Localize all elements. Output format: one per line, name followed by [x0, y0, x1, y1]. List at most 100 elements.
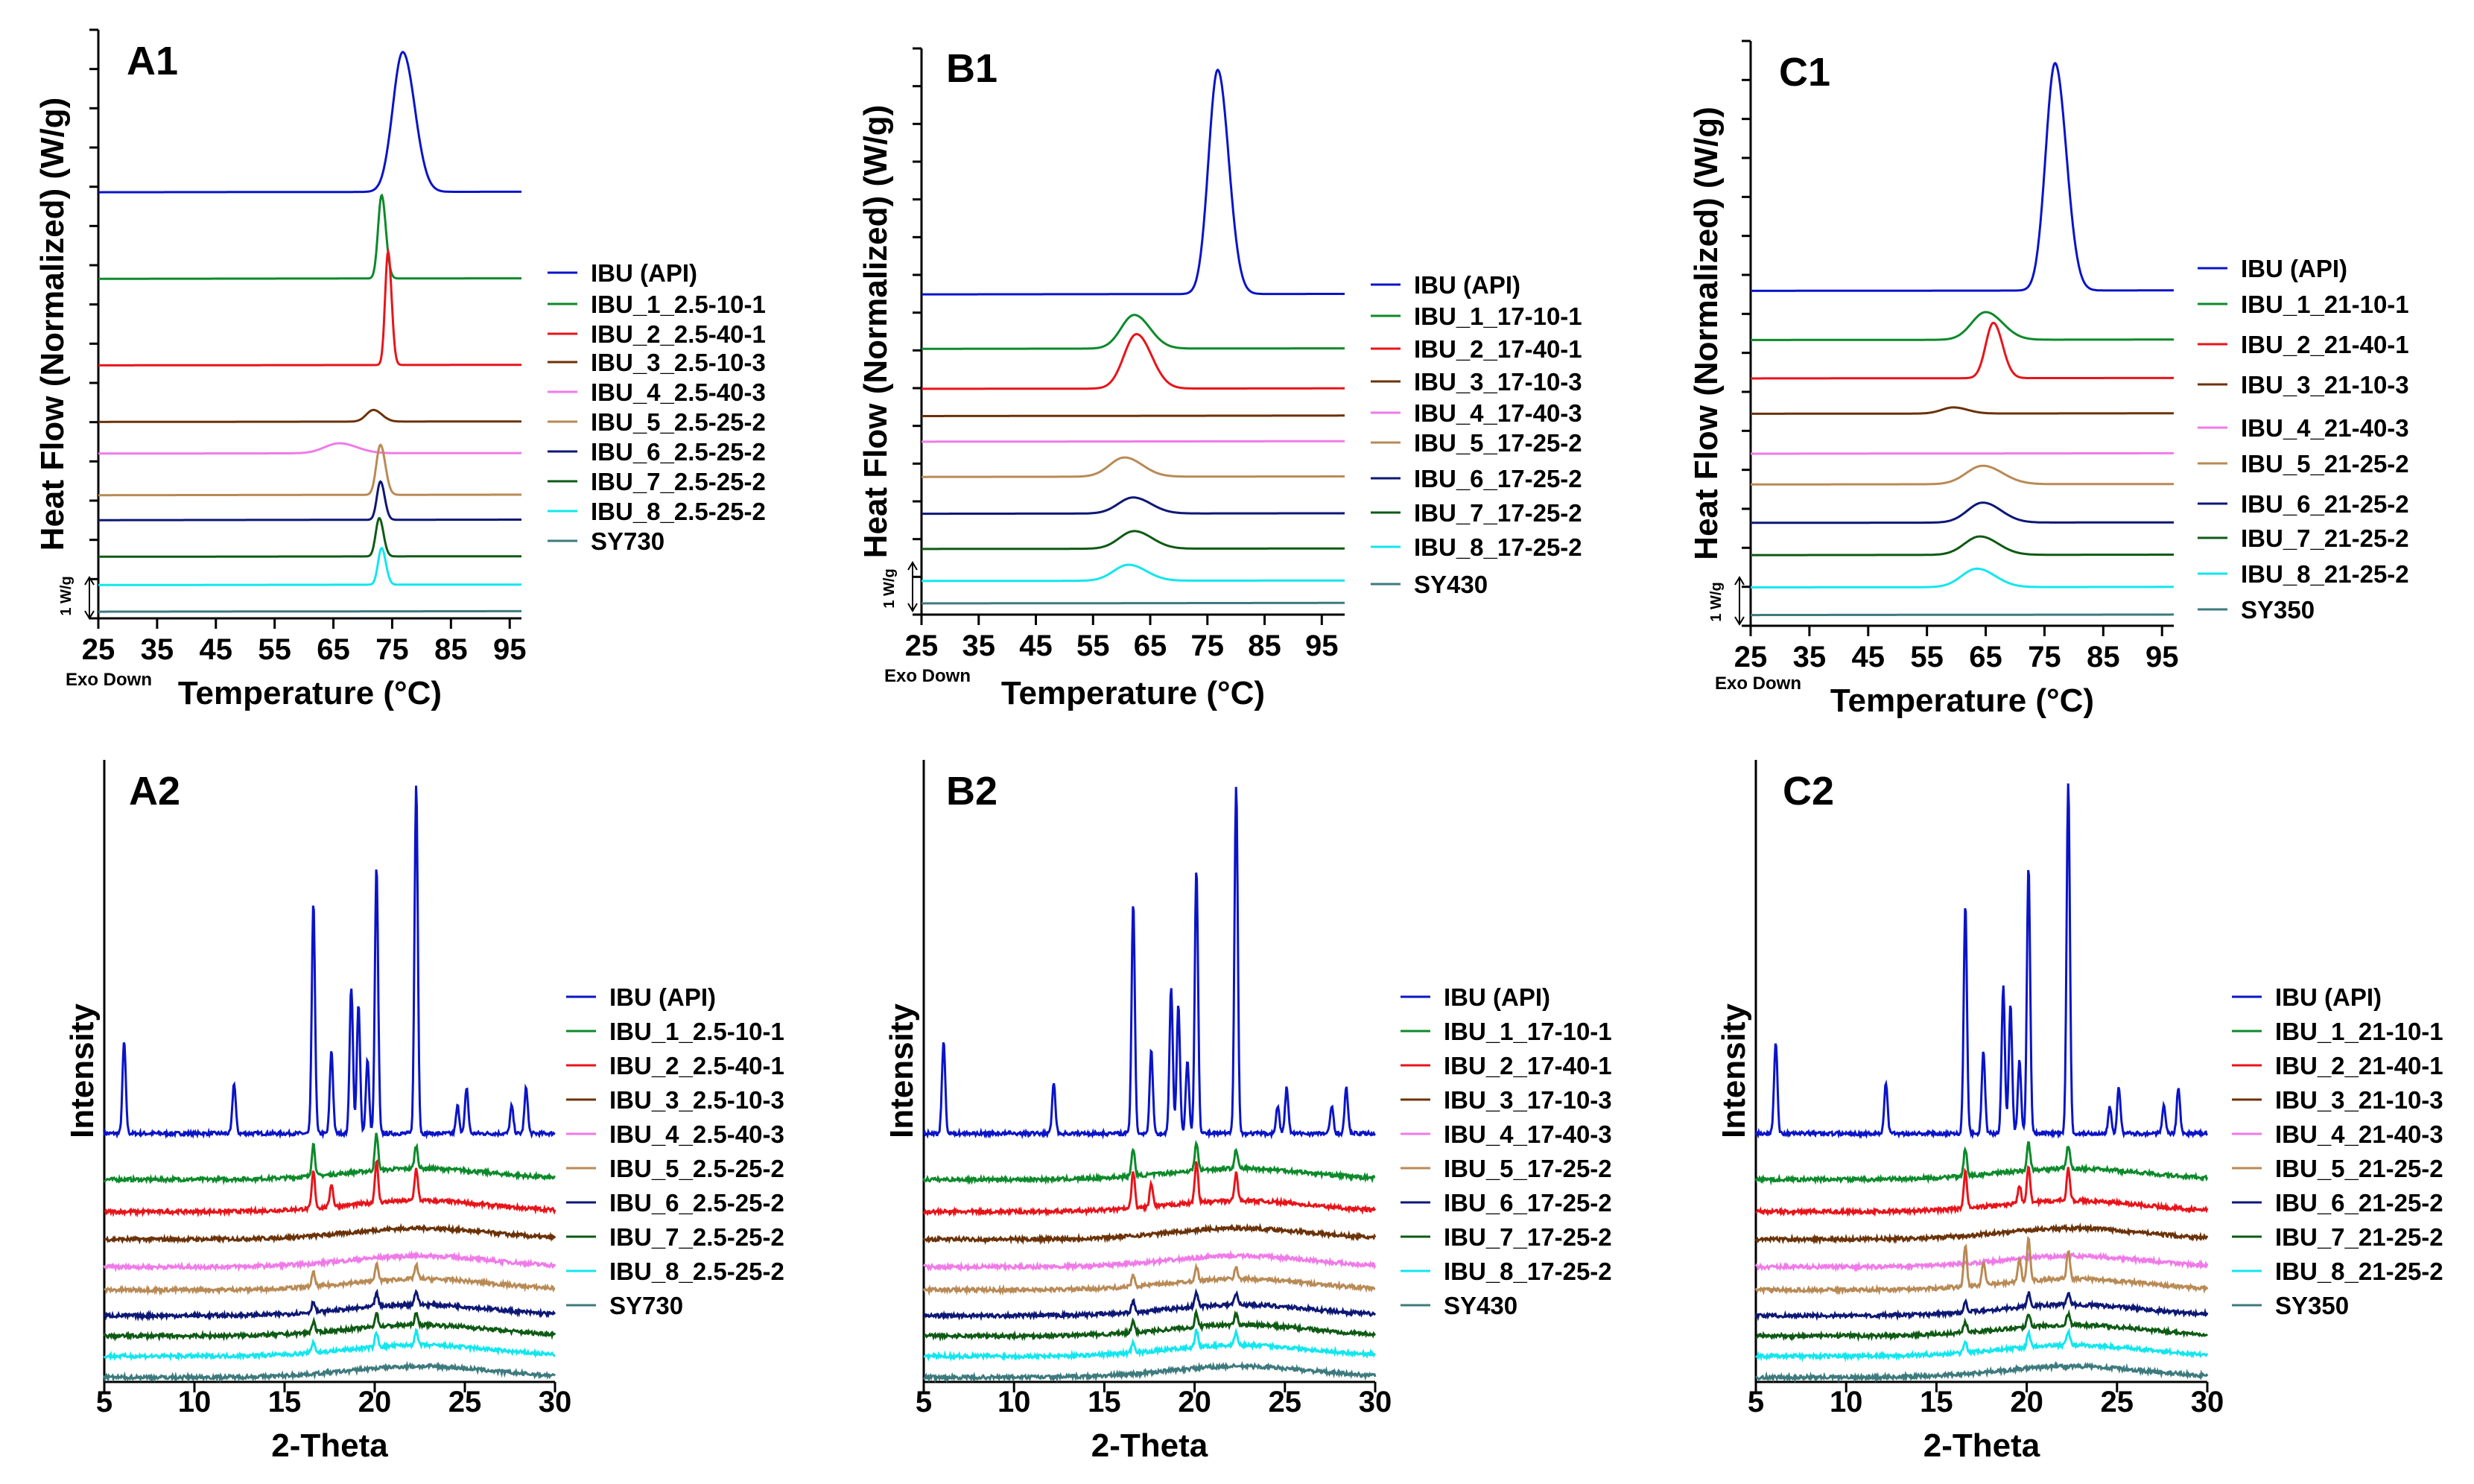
legend-entry: IBU_6_21-25-2	[2241, 490, 2409, 518]
series-line	[98, 609, 521, 613]
scale-label: 1 W/g	[1708, 582, 1725, 621]
legend-entry: IBU_3_17-10-3	[1444, 1086, 1612, 1114]
scale-arrow-down	[84, 610, 95, 620]
legend-entry: IBU (API)	[1444, 983, 1550, 1011]
series-line	[1754, 1252, 2209, 1273]
x-tick-label: 85	[2087, 641, 2120, 673]
legend-entry: IBU (API)	[2241, 255, 2347, 282]
legend-entry: IBU (API)	[1414, 271, 1520, 299]
legend-entry: IBU_6_21-25-2	[2275, 1189, 2443, 1217]
exo-label: Exo Down	[884, 666, 971, 686]
legend-entry: IBU_7_21-25-2	[2275, 1223, 2443, 1251]
scale-arrow-up	[84, 576, 95, 586]
scale-label: 1 W/g	[881, 568, 898, 608]
y-axis-label: Intensity	[64, 1003, 101, 1138]
legend-entry: IBU_5_17-25-2	[1414, 429, 1582, 457]
legend-entry: SY430	[1414, 571, 1488, 598]
series-line	[922, 1223, 1377, 1246]
x-tick-label: 65	[1969, 641, 2002, 673]
panel-label: B2	[946, 769, 997, 814]
x-tick-label: 10	[997, 1386, 1031, 1418]
scale-label: 1 W/g	[58, 576, 74, 615]
x-tick-label: 65	[317, 633, 350, 666]
x-axis-label: Temperature (°C)	[1830, 682, 2094, 719]
x-tick-label: 55	[1910, 641, 1944, 673]
series-line	[98, 480, 521, 521]
series-line	[103, 785, 556, 1140]
series-line	[1754, 1235, 2209, 1296]
series-line	[98, 516, 521, 558]
series-line	[1751, 535, 2174, 556]
legend-entry: SY730	[591, 527, 665, 555]
panel-label: C2	[1783, 769, 1834, 814]
series-line	[104, 1223, 556, 1245]
series-line	[922, 1139, 1376, 1185]
x-tick-label: 25	[1269, 1386, 1302, 1418]
x-tick-label: 55	[1076, 630, 1110, 662]
legend-entry: IBU_8_2.5-25-2	[609, 1258, 784, 1285]
legend-entry: IBU_1_21-10-1	[2241, 291, 2409, 318]
legend-entry: IBU_4_2.5-40-3	[609, 1120, 784, 1148]
x-tick-label: 75	[1191, 630, 1225, 662]
panel-label: B1	[946, 46, 997, 91]
legend-entry: IBU_5_21-25-2	[2241, 450, 2409, 478]
exo-label: Exo Down	[66, 670, 152, 690]
legend-entry: IBU_2_17-40-1	[1414, 335, 1582, 363]
x-tick-label: 5	[96, 1386, 112, 1418]
series-line	[922, 314, 1345, 350]
series-line	[104, 1158, 556, 1218]
series-line	[922, 456, 1345, 478]
series-line	[98, 193, 521, 280]
legend-entry: IBU_1_17-10-1	[1444, 1018, 1612, 1045]
x-tick-label: 20	[2010, 1386, 2043, 1418]
legend-entry: IBU_3_2.5-10-3	[609, 1086, 784, 1114]
series-line	[103, 1132, 556, 1186]
scale-arrow-down	[1734, 616, 1745, 626]
series-line	[1754, 1222, 2209, 1246]
series-line	[1755, 1309, 2209, 1342]
x-tick-label: 25	[82, 633, 115, 666]
panel-a1: 25 35 45 55 65 75 85 95 1 W/g Exo Down A1 Heat Flow…	[34, 28, 766, 711]
series-line	[1751, 321, 2174, 380]
x-tick-label: 35	[1793, 641, 1827, 673]
legend-entry: IBU_7_2.5-25-2	[609, 1223, 784, 1251]
legend-entry: IBU_2_2.5-40-1	[609, 1052, 784, 1079]
x-tick-label: 15	[1920, 1386, 1953, 1418]
legend-entry: IBU_8_21-25-2	[2241, 560, 2409, 588]
series-line	[1755, 1164, 2209, 1217]
panel-c1: 25 35 45 55 65 75 85 95 1 W/g Exo Down C1 Heat Flow…	[1688, 39, 2409, 719]
series-line	[1751, 501, 2174, 524]
panel-label: C1	[1779, 50, 1830, 95]
legend-entry: IBU (API)	[591, 259, 697, 287]
legend-entry: IBU_2_21-40-1	[2275, 1052, 2443, 1079]
panel-b2: 5 10 15 20 25 30 B2 Intensity 2-Theta IBU (API) IB…	[884, 760, 1612, 1464]
series-line	[103, 1328, 556, 1362]
y-axis-label: Heat Flow (Normalized) (W/g)	[34, 98, 71, 551]
legend-entry: IBU_4_21-40-3	[2275, 1120, 2443, 1148]
legend-entry: IBU_5_21-25-2	[2275, 1155, 2443, 1182]
legend-entry: IBU_5_2.5-25-2	[609, 1155, 784, 1182]
x-tick-label: 35	[962, 630, 996, 662]
panel-a2: 5 10 15 20 25 30 A2 Intensity 2-Theta IBU (API) IB…	[64, 760, 784, 1464]
legend-entry: IBU_1_21-10-1	[2275, 1018, 2443, 1045]
y-axis-label: Heat Flow (Normalized) (W/g)	[1688, 107, 1725, 560]
legend-entry: IBU_7_21-25-2	[2241, 524, 2409, 552]
legend-entry: IBU_8_2.5-25-2	[591, 498, 766, 525]
legend-entry: IBU_1_2.5-10-1	[591, 291, 766, 318]
series-line	[1754, 783, 2209, 1140]
scale-arrow-up	[1734, 576, 1745, 586]
legend-entry: IBU_2_21-40-1	[2241, 331, 2409, 358]
legend-entry: IBU_8_17-25-2	[1414, 533, 1582, 561]
x-axis-label: Temperature (°C)	[178, 675, 442, 711]
series-line	[922, 1262, 1376, 1296]
x-axis-label: 2-Theta	[1091, 1427, 1208, 1464]
x-axis-label: 2-Theta	[1923, 1427, 2040, 1464]
series-line	[1751, 62, 2174, 292]
legend-entry: IBU_6_17-25-2	[1444, 1189, 1612, 1217]
series-line	[103, 1288, 556, 1322]
panel-label: A2	[129, 769, 180, 814]
series-line	[1751, 451, 2174, 455]
legend-entry: IBU_8_17-25-2	[1444, 1258, 1612, 1285]
x-tick-label: 35	[141, 633, 174, 666]
